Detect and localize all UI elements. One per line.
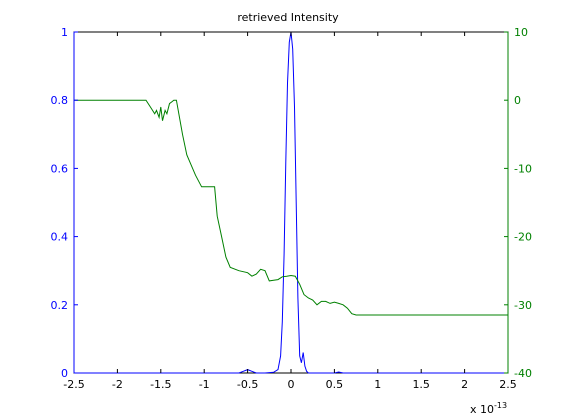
y-right-tick-label: 10 xyxy=(514,26,528,39)
y-right-tick-label: -20 xyxy=(514,231,532,244)
x-tick-label: 0 xyxy=(288,378,295,391)
y-left-tick-label: 0 xyxy=(61,367,68,380)
y-left-tick-label: 0.6 xyxy=(51,162,69,175)
y-axis-right: -40 -30 -20 -10 0 10 xyxy=(504,26,532,380)
x-exponent-label: x 10-13 xyxy=(470,401,507,416)
x-axis: -2.5 -2 -1.5 -1 -0.5 0 0.5 1 1.5 2 2.5 xyxy=(63,32,517,391)
x-tick-label: -0.5 xyxy=(237,378,258,391)
x-exponent-base: x 10 xyxy=(470,403,494,416)
y-right-tick-label: -10 xyxy=(514,162,532,175)
y-left-tick-label: 1 xyxy=(61,26,68,39)
x-tick-label: -2 xyxy=(112,378,123,391)
x-tick-label: 1.5 xyxy=(412,378,430,391)
y-axis-left: 0 0.2 0.4 0.6 0.8 1 xyxy=(51,26,78,380)
x-tick-label: -2.5 xyxy=(63,378,84,391)
y-right-tick-label: -30 xyxy=(514,299,532,312)
x-tick-label: -1 xyxy=(199,378,210,391)
x-tick-label: 2 xyxy=(461,378,468,391)
x-exponent-power: -13 xyxy=(494,401,507,410)
series-line-right xyxy=(74,99,508,316)
y-left-tick-label: 0.2 xyxy=(51,299,69,312)
y-left-tick-label: 0.4 xyxy=(51,231,69,244)
chart-title: retrieved Intensity xyxy=(237,11,339,24)
x-tick-label: 0.5 xyxy=(326,378,344,391)
x-tick-label: 1 xyxy=(374,378,381,391)
x-tick-label: 2.5 xyxy=(499,378,517,391)
y-left-tick-label: 0.8 xyxy=(51,94,69,107)
x-tick-label: -1.5 xyxy=(150,378,171,391)
y-right-tick-label: -40 xyxy=(514,367,532,380)
y-right-tick-label: 0 xyxy=(514,94,521,107)
plot-area xyxy=(73,31,509,374)
